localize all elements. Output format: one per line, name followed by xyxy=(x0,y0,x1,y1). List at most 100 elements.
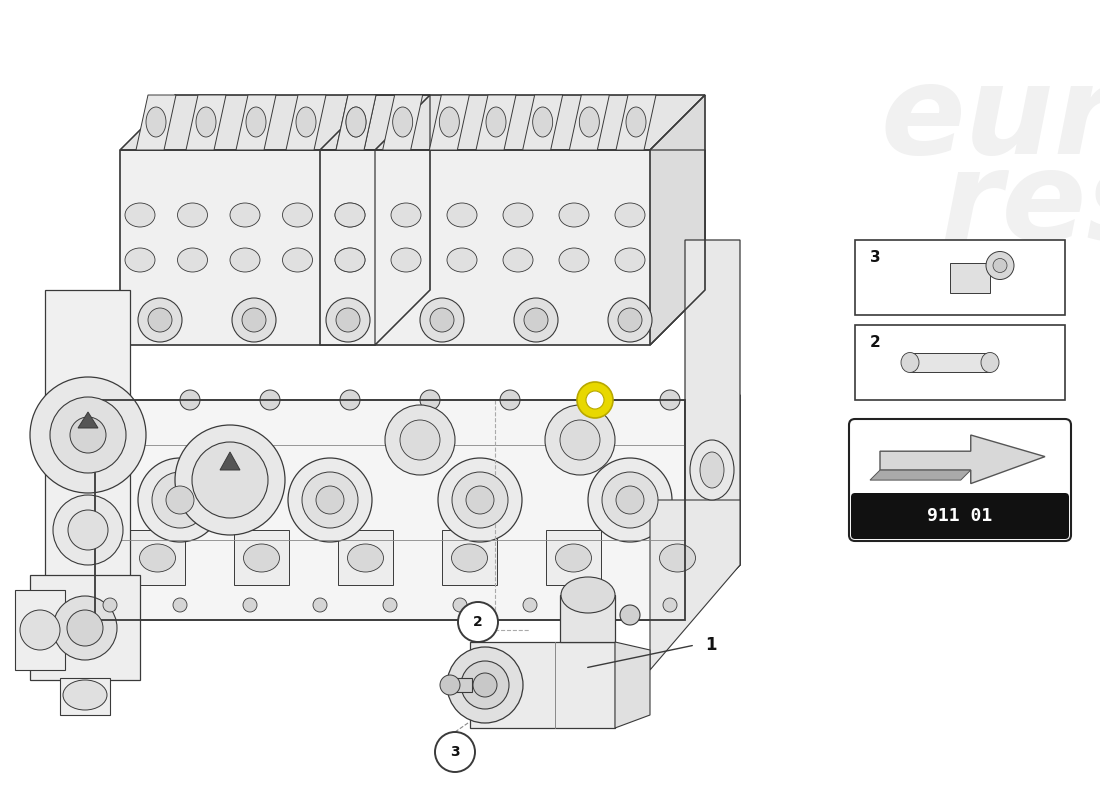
Ellipse shape xyxy=(177,248,208,272)
Circle shape xyxy=(50,397,127,473)
Circle shape xyxy=(602,472,658,528)
Ellipse shape xyxy=(336,248,365,272)
Polygon shape xyxy=(286,95,326,150)
Text: 1: 1 xyxy=(705,636,716,654)
Text: euro: euro xyxy=(880,59,1100,181)
Ellipse shape xyxy=(146,107,166,137)
Circle shape xyxy=(560,420,600,460)
Polygon shape xyxy=(320,95,705,150)
Circle shape xyxy=(192,442,268,518)
Ellipse shape xyxy=(243,544,279,572)
Ellipse shape xyxy=(447,203,477,227)
Circle shape xyxy=(993,258,1007,273)
Ellipse shape xyxy=(230,203,260,227)
Ellipse shape xyxy=(283,203,312,227)
Text: 911 01: 911 01 xyxy=(927,507,992,525)
Ellipse shape xyxy=(336,248,365,272)
FancyBboxPatch shape xyxy=(851,493,1069,539)
Ellipse shape xyxy=(615,203,645,227)
Circle shape xyxy=(620,605,640,625)
Ellipse shape xyxy=(580,107,600,137)
Circle shape xyxy=(663,598,676,612)
Ellipse shape xyxy=(346,107,366,137)
Circle shape xyxy=(152,472,208,528)
Ellipse shape xyxy=(346,107,366,137)
Circle shape xyxy=(138,298,182,342)
Ellipse shape xyxy=(626,107,646,137)
Circle shape xyxy=(522,598,537,612)
Ellipse shape xyxy=(196,107,216,137)
Ellipse shape xyxy=(393,107,412,137)
Polygon shape xyxy=(880,435,1045,483)
Polygon shape xyxy=(650,500,740,670)
Circle shape xyxy=(175,425,285,535)
Circle shape xyxy=(340,390,360,410)
Ellipse shape xyxy=(660,544,695,572)
Polygon shape xyxy=(60,678,110,715)
Ellipse shape xyxy=(390,248,421,272)
Polygon shape xyxy=(45,290,130,580)
Circle shape xyxy=(326,298,370,342)
Polygon shape xyxy=(136,95,176,150)
Ellipse shape xyxy=(901,353,918,373)
Polygon shape xyxy=(336,95,376,150)
Circle shape xyxy=(438,458,522,542)
Circle shape xyxy=(586,391,604,409)
Polygon shape xyxy=(30,575,140,680)
Ellipse shape xyxy=(615,248,645,272)
Circle shape xyxy=(302,472,358,528)
Ellipse shape xyxy=(532,107,552,137)
Circle shape xyxy=(53,596,117,660)
Circle shape xyxy=(473,673,497,697)
Polygon shape xyxy=(95,395,740,620)
Ellipse shape xyxy=(177,203,208,227)
Polygon shape xyxy=(120,95,430,150)
Polygon shape xyxy=(375,95,430,345)
Ellipse shape xyxy=(981,353,999,373)
Circle shape xyxy=(173,598,187,612)
Polygon shape xyxy=(130,530,185,585)
Circle shape xyxy=(514,298,558,342)
Circle shape xyxy=(430,308,454,332)
Circle shape xyxy=(138,458,222,542)
Circle shape xyxy=(103,598,117,612)
Polygon shape xyxy=(447,678,472,692)
Circle shape xyxy=(260,390,280,410)
Circle shape xyxy=(986,251,1014,279)
Circle shape xyxy=(383,598,397,612)
Text: res: res xyxy=(940,145,1100,266)
Polygon shape xyxy=(616,95,656,150)
Ellipse shape xyxy=(486,107,506,137)
Polygon shape xyxy=(383,95,422,150)
Circle shape xyxy=(544,405,615,475)
Polygon shape xyxy=(870,470,971,480)
Circle shape xyxy=(578,382,613,418)
Polygon shape xyxy=(220,452,240,470)
Circle shape xyxy=(447,647,522,723)
Circle shape xyxy=(618,308,642,332)
Polygon shape xyxy=(615,642,650,728)
Text: 2: 2 xyxy=(473,615,483,629)
Polygon shape xyxy=(685,240,740,620)
Circle shape xyxy=(385,405,455,475)
Polygon shape xyxy=(236,95,276,150)
Circle shape xyxy=(616,486,644,514)
Ellipse shape xyxy=(390,203,421,227)
Circle shape xyxy=(288,458,372,542)
Polygon shape xyxy=(570,95,609,150)
Polygon shape xyxy=(650,530,705,585)
Circle shape xyxy=(420,390,440,410)
Polygon shape xyxy=(120,150,430,345)
Circle shape xyxy=(458,602,498,642)
Text: 3: 3 xyxy=(450,745,460,759)
FancyBboxPatch shape xyxy=(855,325,1065,400)
Polygon shape xyxy=(546,530,601,585)
Circle shape xyxy=(524,308,548,332)
Circle shape xyxy=(314,598,327,612)
Polygon shape xyxy=(910,353,990,373)
Circle shape xyxy=(148,308,172,332)
Ellipse shape xyxy=(690,440,734,500)
Ellipse shape xyxy=(125,203,155,227)
Ellipse shape xyxy=(700,452,724,488)
Ellipse shape xyxy=(451,544,487,572)
